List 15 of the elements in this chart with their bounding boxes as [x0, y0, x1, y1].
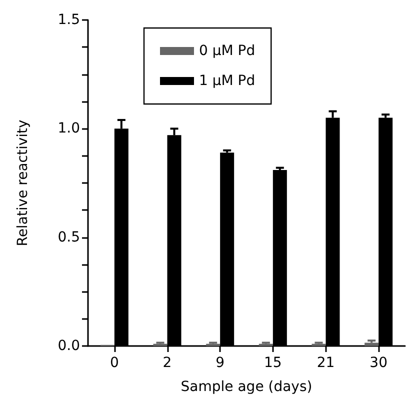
y-tick-label: 1.5	[58, 12, 80, 28]
x-axis-title: Sample age (days)	[180, 379, 312, 395]
bar	[364, 342, 379, 346]
y-axis-title: Relative reactivity	[15, 120, 31, 246]
legend-label: 1 µM Pd	[199, 73, 256, 89]
y-tick-label: 0.0	[58, 338, 80, 354]
y-tick-label: 1.0	[58, 120, 80, 137]
x-tick-label: 9	[216, 355, 225, 371]
x-tick-label: 30	[370, 355, 388, 371]
x-tick-label: 2	[162, 355, 172, 371]
x-tick-label: 21	[316, 355, 335, 371]
x-tick-label: 0	[110, 355, 119, 371]
y-tick-label: 0.5	[58, 229, 80, 246]
legend-label: 0 µM Pd	[199, 43, 256, 59]
x-tick-label: 15	[264, 355, 282, 371]
